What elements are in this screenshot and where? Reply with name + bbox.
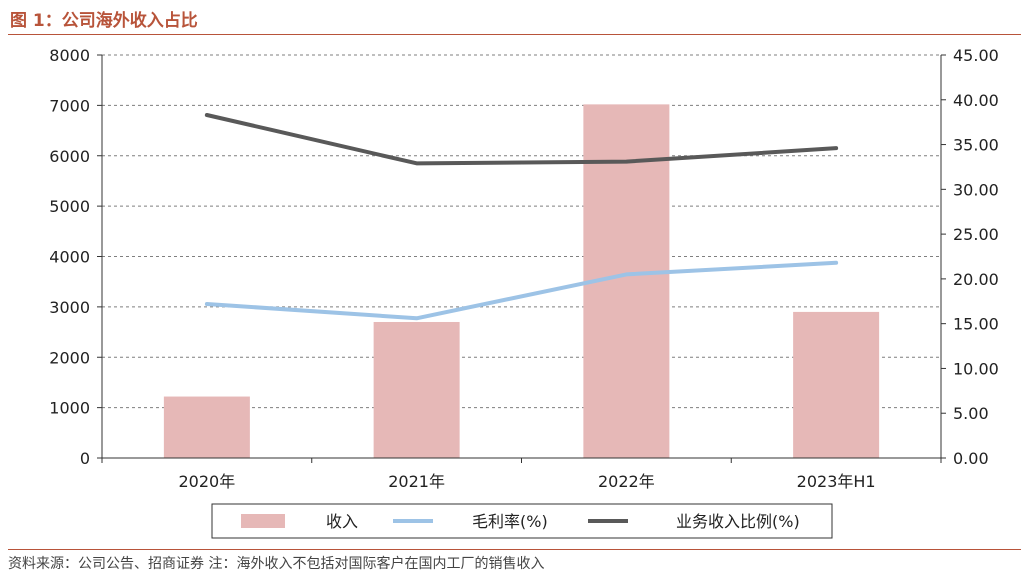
title-divider — [8, 34, 1021, 35]
right-tick-label: 45.00 — [953, 46, 999, 65]
legend: 收入 毛利率(%) 业务收入比例(%) — [211, 503, 833, 539]
right-tick-label: 30.00 — [953, 180, 999, 199]
x-tick-label: 2021年 — [388, 472, 445, 491]
left-tick-label: 4000 — [49, 248, 90, 267]
x-tick-label: 2020年 — [179, 472, 236, 491]
axes — [97, 54, 946, 463]
line-series — [204, 113, 839, 321]
x-tick-label: 2023年H1 — [797, 472, 876, 491]
legend-label-share: 业务收入比例(%) — [676, 512, 800, 531]
figure-title: 图 1：公司海外收入占比 — [10, 11, 198, 31]
left-tick-label: 6000 — [49, 147, 90, 166]
source-note: 资料来源：公司公告、招商证券 注：海外收入不包括对国际客户在国内工厂的销售收入 — [8, 556, 545, 572]
right-tick-label: 40.00 — [953, 91, 999, 110]
legend-swatch-revenue — [241, 514, 285, 528]
right-tick-label: 20.00 — [953, 270, 999, 289]
right-tick-label: 0.00 — [953, 449, 989, 468]
legend-box — [211, 503, 833, 539]
source-divider — [8, 549, 1021, 550]
left-tick-label: 2000 — [49, 348, 90, 367]
line-series-1 — [204, 260, 839, 321]
right-tick-label: 10.00 — [953, 359, 999, 378]
line-series-2 — [204, 113, 839, 166]
bar-2023年H1 — [793, 311, 880, 458]
bar-2021年 — [373, 321, 460, 458]
right-tick-label: 15.00 — [953, 315, 999, 334]
left-tick-label: 8000 — [49, 46, 90, 65]
right-tick-label: 25.00 — [953, 225, 999, 244]
bar-2020年 — [163, 396, 250, 458]
left-tick-label: 0 — [80, 449, 90, 468]
left-tick-label: 7000 — [49, 96, 90, 115]
bar-series — [163, 104, 880, 459]
right-tick-label: 35.00 — [953, 136, 999, 155]
x-tick-label: 2022年 — [598, 472, 655, 491]
left-tick-label: 5000 — [49, 197, 90, 216]
tick-labels: 0 1000 2000 3000 4000 5000 6000 7000 8000 0.00 5.0… — [49, 46, 999, 491]
legend-label-margin: 毛利率(%) — [472, 512, 548, 531]
right-tick-label: 5.00 — [953, 404, 989, 423]
left-tick-label: 1000 — [49, 399, 90, 418]
legend-label-revenue: 收入 — [326, 512, 358, 531]
left-tick-label: 3000 — [49, 298, 90, 317]
